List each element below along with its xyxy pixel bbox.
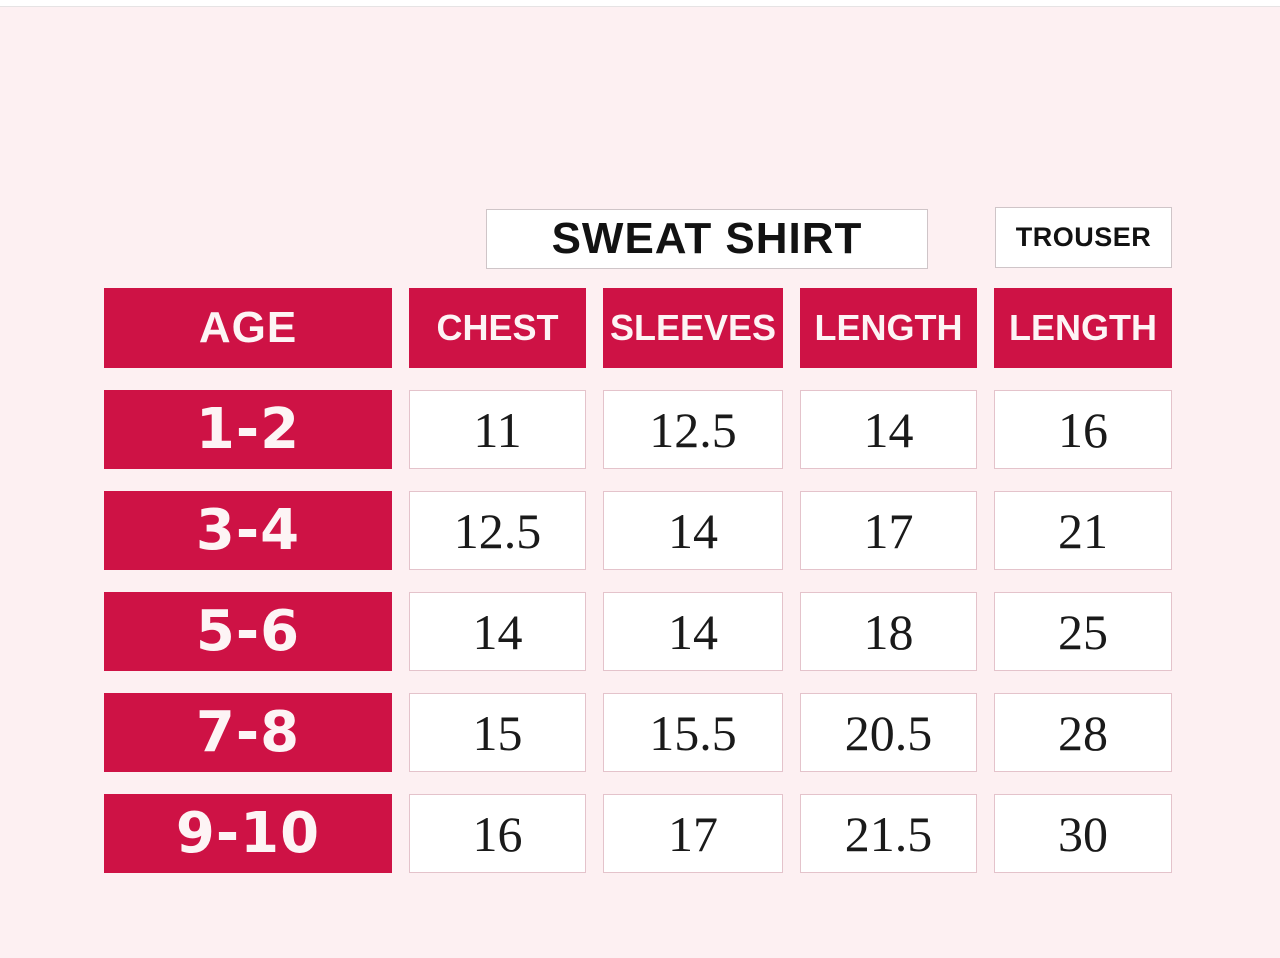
- sweat-shirt-group-label: SWEAT SHIRT: [551, 214, 863, 263]
- cell-chest: 14: [409, 592, 586, 671]
- trouser-group-label: TROUSER: [1015, 222, 1152, 252]
- cell-chest: 16: [409, 794, 586, 873]
- cell-sleeves: 12.5: [603, 390, 783, 469]
- trouser-length-column-header: LENGTH: [994, 288, 1172, 368]
- cell-length: 14: [800, 390, 977, 469]
- sweat-shirt-group-header: SWEAT SHIRT: [486, 209, 928, 269]
- row-label-age-1-2: 1-2: [104, 390, 392, 469]
- cell-sleeves: 15.5: [603, 693, 783, 772]
- size-table: AGE CHEST SLEEVES LENGTH LENGTH 1-2 11 1…: [104, 288, 1172, 873]
- cell-chest: 11: [409, 390, 586, 469]
- cell-length: 18: [800, 592, 977, 671]
- trouser-group-header: TROUSER: [995, 207, 1172, 268]
- cell-length: 20.5: [800, 693, 977, 772]
- cell-sleeves: 14: [603, 491, 783, 570]
- cell-chest: 15: [409, 693, 586, 772]
- cell-chest: 12.5: [409, 491, 586, 570]
- cell-sleeves: 14: [603, 592, 783, 671]
- row-label-age-7-8: 7-8: [104, 693, 392, 772]
- chest-column-header: CHEST: [409, 288, 586, 368]
- row-label-age-3-4: 3-4: [104, 491, 392, 570]
- cell-length: 21.5: [800, 794, 977, 873]
- cell-trouser-length: 16: [994, 390, 1172, 469]
- length-column-header: LENGTH: [800, 288, 977, 368]
- cell-sleeves: 17: [603, 794, 783, 873]
- age-column-header: AGE: [104, 288, 392, 368]
- cell-trouser-length: 28: [994, 693, 1172, 772]
- cell-trouser-length: 25: [994, 592, 1172, 671]
- cell-trouser-length: 21: [994, 491, 1172, 570]
- row-label-age-5-6: 5-6: [104, 592, 392, 671]
- cell-trouser-length: 30: [994, 794, 1172, 873]
- sleeves-column-header: SLEEVES: [603, 288, 783, 368]
- cell-length: 17: [800, 491, 977, 570]
- top-border-strip: [0, 0, 1280, 7]
- row-label-age-9-10: 9-10: [104, 794, 392, 873]
